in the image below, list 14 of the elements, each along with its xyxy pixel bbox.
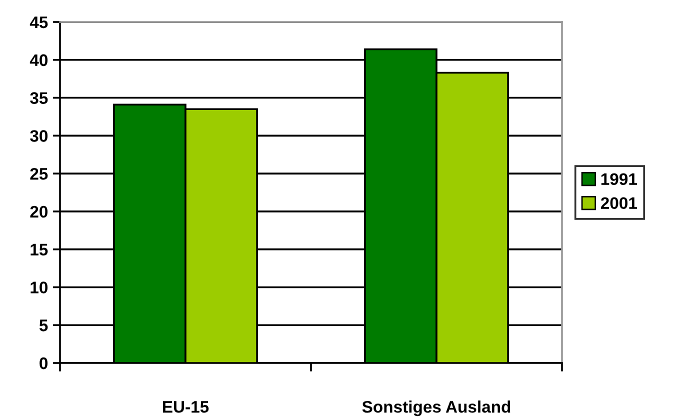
y-tick-label: 25 bbox=[30, 168, 48, 180]
x-tick-label: EU-15 bbox=[162, 401, 209, 413]
y-tick-label: 15 bbox=[30, 244, 48, 256]
y-tick-label: 45 bbox=[30, 16, 48, 28]
y-tick-label: 20 bbox=[30, 206, 48, 218]
legend-label: 2001 bbox=[600, 197, 637, 209]
y-tick-label: 30 bbox=[30, 130, 48, 142]
y-tick-label: 0 bbox=[40, 357, 48, 370]
y-tick-label: 5 bbox=[39, 320, 48, 332]
x-tick-label: Sonstiges Ausland bbox=[362, 400, 510, 416]
y-tick-label: 10 bbox=[30, 282, 48, 294]
y-tick-label: 35 bbox=[30, 92, 48, 104]
y-tick-label: 40 bbox=[30, 54, 48, 66]
legend-label: 1991 bbox=[601, 173, 637, 186]
